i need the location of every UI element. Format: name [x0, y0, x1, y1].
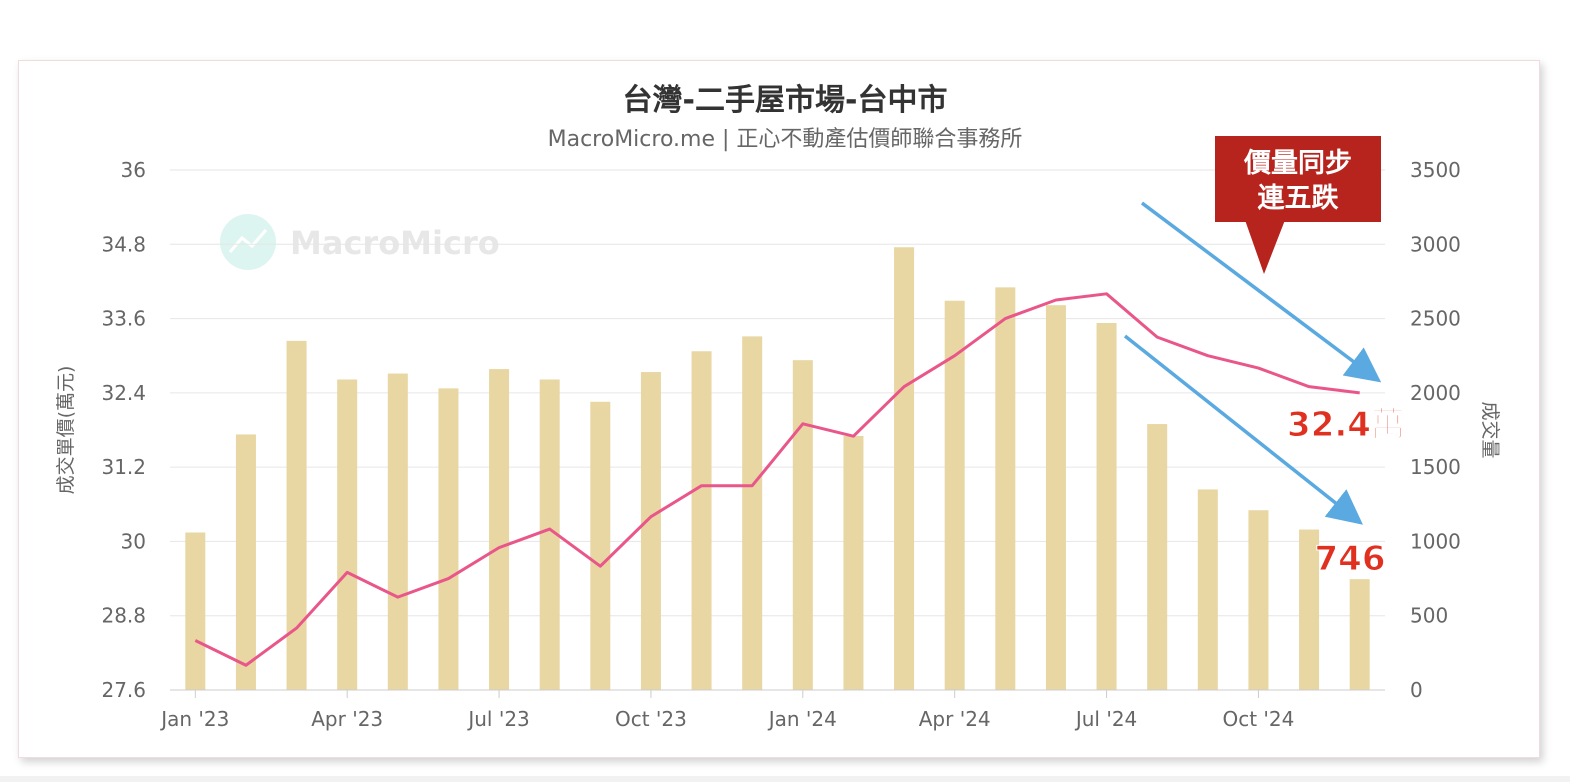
watermark-logo-icon [220, 214, 276, 270]
watermark: MacroMicro [220, 214, 500, 270]
grid-lines [170, 169, 1385, 691]
line-series [194, 292, 1360, 667]
volume-bar [539, 379, 560, 690]
watermark-chart-icon [228, 229, 268, 253]
volume-bar [1147, 424, 1168, 690]
volume-bar [1045, 305, 1066, 690]
volume-bar [235, 434, 256, 690]
volume-bar [691, 351, 712, 690]
y-left-tick-label: 33.6 [101, 307, 146, 331]
y-left-ticks: 36 34.8 33.6 32.4 31.2 30 28.8 27.6 [101, 158, 146, 702]
volume-bar [438, 388, 459, 690]
volume-bar [1299, 529, 1320, 690]
price-trend-arrow [1140, 201, 1382, 383]
x-tick-label: Apr '23 [311, 707, 383, 731]
volume-bar [894, 247, 915, 690]
volume-bar [1349, 579, 1370, 690]
volume-bar [742, 336, 763, 690]
bottom-strip [0, 776, 1570, 782]
y-left-axis-label: 成交單價(萬元) [55, 366, 77, 495]
watermark-text: MacroMicro [290, 224, 500, 262]
x-tick-label: Jul '24 [1074, 707, 1137, 731]
x-tick-label: Jan '23 [159, 707, 229, 731]
y-left-tick-label: 34.8 [101, 232, 146, 256]
volume-bar [489, 369, 510, 690]
price-line [194, 292, 1360, 667]
volume-bar [944, 300, 965, 690]
volume-bar [387, 373, 408, 690]
y-right-tick-label: 1000 [1410, 529, 1461, 553]
y-right-ticks: 3500 3000 2500 2000 1500 1000 500 0 [1410, 158, 1461, 702]
x-ticks: Jan '23 Apr '23 Jul '23 Oct '23 Jan '24 Apr '… [159, 689, 1385, 731]
volume-bar [590, 401, 611, 690]
x-tick-label: Apr '24 [919, 707, 991, 731]
chart-subtitle: MacroMicro.me | 正心不動產估價師聯合事務所 [548, 127, 1023, 152]
y-right-tick-label: 0 [1410, 678, 1423, 702]
x-tick-label: Jul '23 [466, 707, 529, 731]
x-tick-label: Oct '23 [615, 707, 687, 731]
volume-bar [185, 532, 206, 690]
y-left-tick-label: 31.2 [101, 455, 146, 479]
x-tick-label: Oct '24 [1222, 707, 1294, 731]
volume-bar [843, 435, 864, 690]
y-right-tick-label: 500 [1410, 604, 1448, 628]
volume-bar [337, 379, 358, 690]
callout-line2: 連五跌 [1258, 183, 1339, 214]
bar-series [185, 247, 1370, 690]
callout: 價量同步 連五跌 [1215, 136, 1381, 274]
volume-bar [995, 287, 1016, 690]
y-right-tick-label: 1500 [1410, 455, 1461, 479]
y-right-axis-label: 成交量 [1479, 401, 1501, 458]
y-left-tick-label: 30 [121, 529, 146, 553]
callout-pointer [1245, 220, 1285, 274]
volume-bar [1096, 323, 1117, 690]
y-right-tick-label: 2000 [1410, 381, 1461, 405]
volume-bar [792, 360, 813, 690]
y-left-tick-label: 28.8 [101, 604, 146, 628]
callout-box [1215, 136, 1381, 222]
volume-bar [1248, 510, 1269, 690]
volume-bar [1197, 489, 1218, 690]
y-left-tick-label: 36 [121, 158, 146, 182]
volume-value-label: 746 [1315, 539, 1386, 579]
y-right-tick-label: 3500 [1410, 158, 1461, 182]
volume-bar [640, 372, 661, 690]
x-tick-label: Jan '24 [767, 707, 837, 731]
chart-title: 台灣-二手屋市場-台中市 [623, 83, 948, 118]
y-left-tick-label: 27.6 [101, 678, 146, 702]
volume-trend-arrow [1123, 334, 1363, 525]
volume-bar [286, 340, 307, 690]
y-right-tick-label: 3000 [1410, 232, 1461, 256]
callout-line1: 價量同步 [1243, 148, 1352, 179]
y-right-tick-label: 2500 [1410, 307, 1461, 331]
price-value-label: 32.4萬 [1287, 405, 1405, 445]
y-left-tick-label: 32.4 [101, 381, 146, 405]
